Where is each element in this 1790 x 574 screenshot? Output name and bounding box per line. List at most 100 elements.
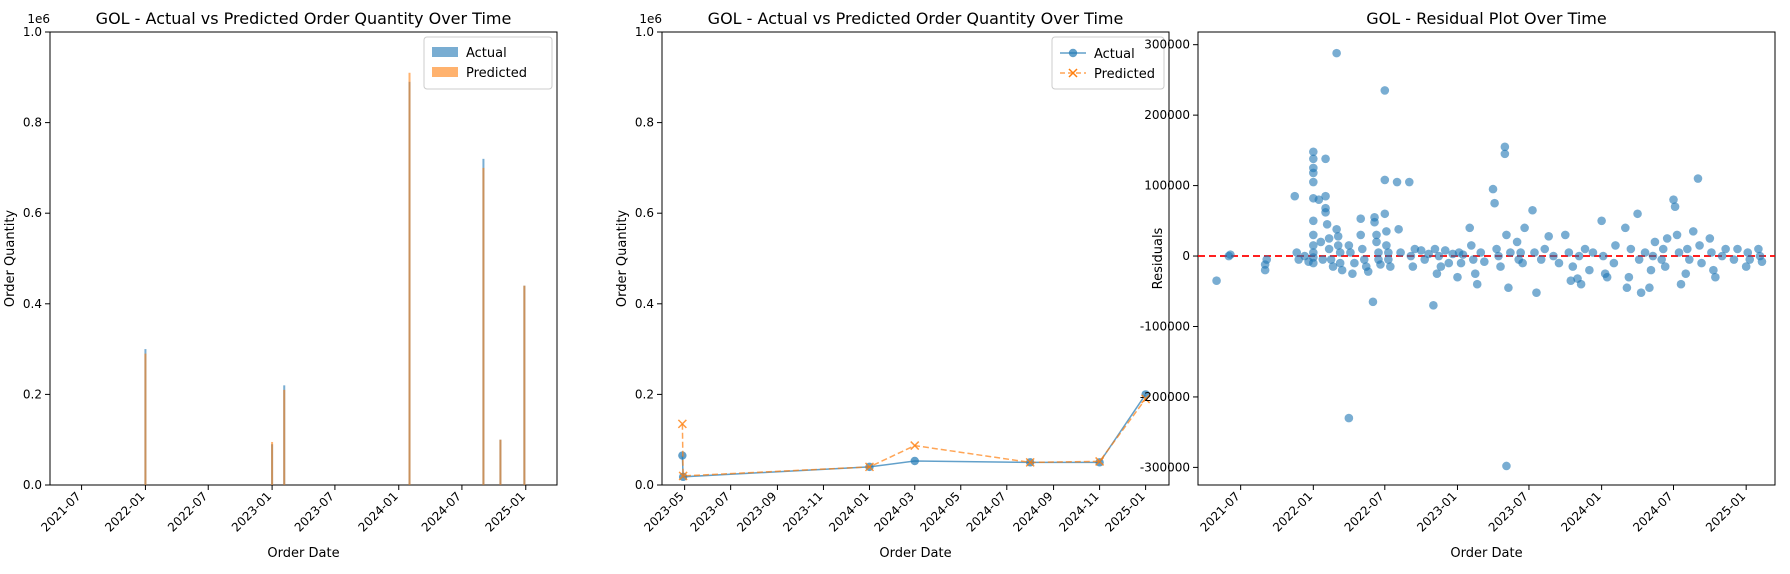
- residual-point: [1309, 230, 1318, 240]
- x-tick-label: 2023-09: [734, 489, 779, 534]
- legend-label: Predicted: [466, 66, 527, 81]
- residual-point: [1754, 244, 1763, 254]
- residual-point: [1597, 216, 1606, 226]
- residual-point: [1456, 258, 1466, 268]
- x-tick-label: 2024-11: [1056, 489, 1101, 534]
- y-tick-label: 1.0: [635, 25, 654, 39]
- residual-point: [1372, 237, 1381, 247]
- residual-point: [1212, 276, 1221, 285]
- residual-point: [1492, 244, 1501, 254]
- residual-point: [1622, 283, 1632, 293]
- x-tick-label: 2024-01: [1558, 489, 1603, 534]
- residual-point: [1363, 267, 1373, 276]
- residual-point: [1322, 220, 1332, 229]
- residual-point: [1476, 248, 1486, 257]
- residual-point: [1695, 241, 1704, 250]
- residual-point: [1350, 258, 1359, 268]
- residual-point: [1670, 202, 1680, 212]
- residual-point: [1386, 262, 1395, 271]
- x-tick-label: 2023-01: [229, 489, 274, 534]
- residual-point: [1660, 262, 1670, 271]
- residual-point: [1733, 244, 1742, 254]
- residual-point: [1408, 262, 1418, 271]
- residual-point: [1468, 255, 1478, 264]
- residual-point: [1580, 244, 1590, 254]
- plot-frame: [1197, 31, 1776, 486]
- residual-point: [1645, 283, 1654, 293]
- predicted-marker: [678, 471, 688, 481]
- residual-point: [1370, 217, 1379, 227]
- predicted-marker: [910, 441, 920, 451]
- x-tick-label: 2023-11: [780, 489, 825, 534]
- x-tick-label: 2024-07: [964, 489, 1009, 534]
- residual-point: [1757, 257, 1767, 266]
- residual-point: [1380, 209, 1390, 219]
- residual-point: [1574, 251, 1584, 261]
- y-tick-label: 100000: [1144, 179, 1190, 193]
- y-tick-label: 0: [1182, 249, 1190, 263]
- x-tick-label: 2023-07: [687, 489, 732, 534]
- residual-point: [1321, 191, 1330, 201]
- y-tick-label: -100000: [1140, 319, 1190, 333]
- residual-point: [1568, 262, 1578, 271]
- predicted-bar: [408, 72, 411, 486]
- residual-point: [1309, 168, 1318, 178]
- residual-point: [1683, 244, 1692, 254]
- predicted-marker: [864, 462, 875, 472]
- x-tick-label: 2023-05: [641, 489, 686, 534]
- residual-point: [1516, 248, 1525, 257]
- residual-point: [1290, 191, 1300, 201]
- residual-point: [1404, 177, 1414, 187]
- legend: Actual Predicted: [1051, 36, 1165, 90]
- residual-point: [1382, 227, 1391, 236]
- residual-point: [1333, 241, 1343, 250]
- panel-residual-scatter: GOL - Residual Plot Over Time -300000 -200…: [1140, 9, 1776, 561]
- residual-point: [1332, 224, 1341, 234]
- y-tick-label: -300000: [1140, 460, 1190, 474]
- residual-point: [1335, 248, 1345, 257]
- y-tick-label: 0.0: [23, 478, 42, 492]
- residual-point: [1480, 257, 1489, 266]
- residual-point: [1344, 241, 1354, 250]
- residual-point: [1554, 258, 1564, 268]
- plot-frame: [49, 31, 558, 486]
- residual-point: [1676, 279, 1686, 289]
- residual-point: [1496, 262, 1505, 271]
- legend-box: [423, 36, 553, 90]
- residual-point: [1316, 237, 1326, 247]
- residual-point: [1532, 288, 1541, 297]
- residual-point: [1328, 262, 1338, 271]
- residual-point: [1432, 269, 1442, 278]
- residual-point: [1356, 230, 1366, 240]
- residual-point: [1430, 244, 1440, 254]
- residual-point: [1335, 258, 1345, 268]
- residual-point: [1394, 224, 1403, 234]
- residual-point: [1588, 248, 1598, 257]
- residual-point: [1650, 237, 1660, 247]
- predicted-marker: [1141, 394, 1151, 404]
- residual-point: [1602, 272, 1612, 282]
- x-tick-label: 2021-07: [1197, 489, 1242, 534]
- actual-marker: [910, 456, 919, 466]
- y-tick-label: 0.2: [23, 387, 42, 401]
- y-tick-label: 0.4: [635, 297, 654, 311]
- residual-point: [1380, 175, 1390, 185]
- residual-point: [1705, 234, 1715, 243]
- residual-point: [1314, 195, 1324, 204]
- residual-point: [1566, 276, 1576, 285]
- residual-point: [1520, 223, 1529, 233]
- residual-point: [1585, 265, 1594, 275]
- x-tick-label: 2025-01: [483, 489, 528, 534]
- legend-marker: [1068, 48, 1078, 58]
- x-axis-label: Order Date: [1450, 546, 1522, 561]
- predicted-bar: [482, 167, 485, 485]
- x-tick-label: 2022-07: [1342, 489, 1387, 534]
- residual-point: [1721, 244, 1730, 254]
- panel-bar-chart: GOL - Actual vs Predicted Order Quantity…: [3, 9, 558, 561]
- residual-point: [1500, 142, 1510, 152]
- chart-title: GOL - Actual vs Predicted Order Quantity…: [708, 9, 1124, 28]
- residual-point: [1396, 248, 1405, 257]
- residual-point: [1544, 232, 1554, 241]
- residual-point: [1424, 249, 1433, 259]
- residual-point: [1672, 230, 1682, 240]
